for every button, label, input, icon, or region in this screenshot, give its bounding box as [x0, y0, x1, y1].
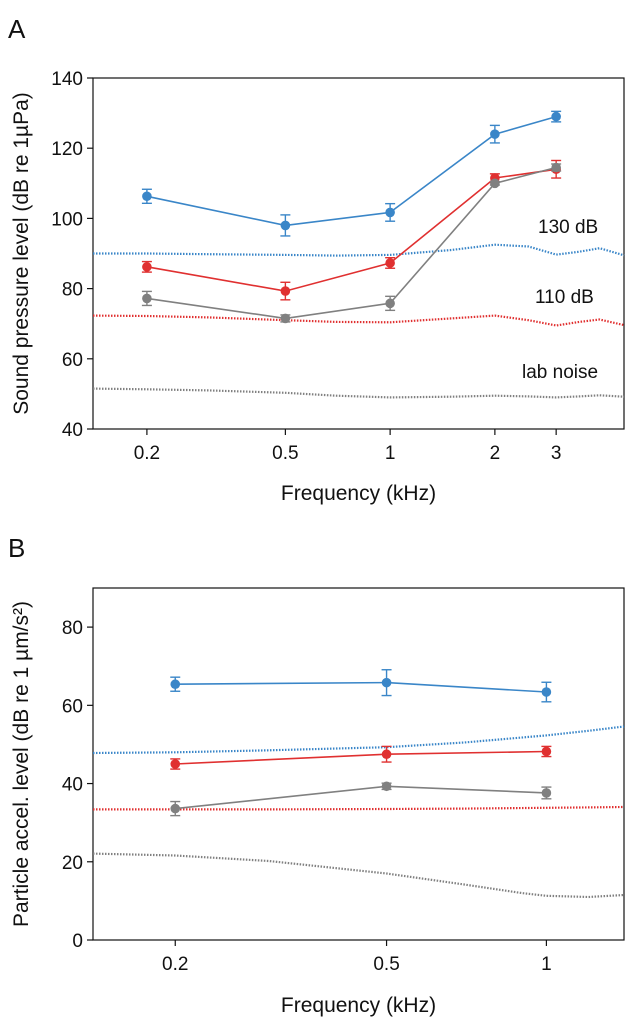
panel-b-data-point [170, 803, 181, 814]
panel-a-data-point [280, 286, 291, 296]
panel-b-data-point [541, 788, 552, 798]
panel-a-data-point [490, 129, 500, 139]
panel-a-x-tick-label: 2 [490, 443, 501, 464]
panel-b-series-line [175, 785, 547, 810]
panel-a-background-curve [92, 314, 625, 327]
panel-b-plot-frame [92, 587, 625, 941]
panel-a-data-point [385, 298, 395, 309]
panel-a-data-point [142, 293, 152, 304]
panel-a-x-tick-label: 3 [551, 443, 562, 464]
panel-a-letter: A [8, 14, 26, 44]
panel-b-data-point [541, 746, 552, 757]
panel-a-data-point [142, 262, 152, 272]
panel-a-data-point [280, 313, 291, 324]
panel-a-y-tick-label: 60 [62, 350, 83, 371]
panel-a-y-tick-label: 140 [51, 69, 83, 90]
panel-a-y-tick-label: 120 [51, 139, 83, 160]
panel-a-x-axis-label: Frequency (kHz) [281, 482, 436, 505]
panel-b-y-tick-label: 0 [72, 931, 83, 952]
panel-b-data-point [381, 677, 392, 688]
panel-a-data-point [551, 162, 561, 173]
panel-b-y-tick-label: 80 [62, 618, 83, 639]
panel-b-series-line [175, 681, 547, 693]
panel-b-x-tick-label: 0.5 [373, 954, 399, 975]
panel-a-background-curve [93, 243, 625, 257]
panel-a-y-axis-label: Sound pressure level (dB re 1µPa) [10, 92, 33, 415]
panel-a-curve-label: 110 dB [535, 287, 594, 308]
panel-b-series-line [175, 750, 547, 765]
panel-b-y-tick-label: 60 [62, 696, 83, 717]
panel-b-y-tick-label: 20 [62, 853, 83, 874]
panel-b-background-curve [92, 725, 625, 755]
panel-a-data-point [385, 258, 395, 268]
panel-a-y-tick-label: 40 [62, 420, 83, 441]
panel-a-curve-label: lab noise [522, 362, 598, 383]
panel-b-x-axis-label: Frequency (kHz) [281, 994, 436, 1017]
panel-a-plot: 40 60 80 100 120 140 0.2 0.5 1 2 3 Frequency (kHz) S… [10, 69, 625, 505]
panel-a-x-tick-label: 0.2 [134, 443, 160, 464]
panel-b-data-point [541, 687, 552, 697]
panel-b-plot: 0 20 40 60 80 0.2 0.5 1 Frequency (kHz) Particle … [10, 587, 625, 1017]
panel-b-data-point [381, 749, 392, 760]
panel-a-x-tick-label: 0.5 [272, 443, 298, 464]
panel-b-data-point [170, 679, 181, 690]
panel-a-series-line [146, 166, 557, 320]
panel-b-x-tick-label: 1 [541, 954, 552, 975]
panel-a-data-point [385, 207, 395, 218]
panel-a-data-point [551, 111, 561, 122]
panel-a-curve-label: 130 dB [538, 217, 598, 238]
panel-b-data-point [381, 781, 392, 792]
panel-b-x-tick-label: 0.2 [162, 954, 188, 975]
panel-b-data-point [170, 759, 181, 769]
panel-b-background-curve [92, 852, 625, 899]
panel-b-y-tick-label: 40 [62, 775, 83, 796]
panel-b-letter: B [8, 533, 26, 563]
panel-a-x-tick-label: 1 [385, 443, 396, 464]
panel-a-y-tick-label: 80 [62, 280, 83, 301]
panel-a-y-tick-label: 100 [51, 209, 83, 230]
panel-a-data-point [490, 178, 500, 189]
panel-b-y-axis-label: Particle accel. level (dB re 1 µm/s²) [10, 601, 33, 927]
panel-a-background-curve [92, 387, 625, 399]
panel-a-data-point [280, 220, 291, 231]
panel-a-data-point [142, 191, 152, 202]
